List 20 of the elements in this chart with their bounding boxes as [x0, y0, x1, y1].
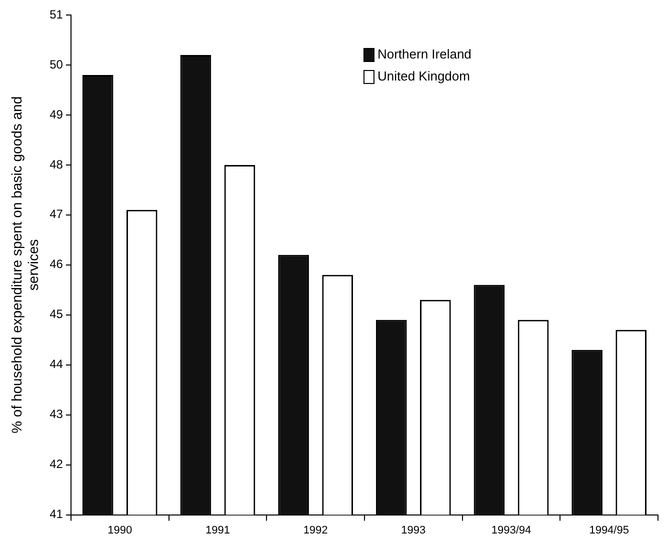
x-tick-label: 1992 — [303, 524, 328, 536]
y-tick-label: 51 — [50, 7, 64, 22]
legend-label: Northern Ireland — [377, 46, 472, 62]
y-tick-label: 41 — [50, 507, 64, 522]
y-tick-label: 42 — [50, 457, 64, 472]
x-tick-label: 1994/95 — [589, 524, 629, 536]
y-tick-label: 44 — [50, 357, 64, 372]
y-tick-label: 49 — [50, 107, 64, 122]
x-tick-label: 1993 — [401, 524, 426, 536]
x-tick-label: 1993/94 — [491, 524, 532, 536]
x-tick-label: 1990 — [108, 524, 132, 536]
x-tick-label: 1991 — [205, 524, 230, 536]
y-tick-label: 48 — [50, 157, 64, 172]
y-tick-label: 45 — [50, 307, 64, 322]
legend-label: United Kingdom — [377, 68, 470, 84]
y-axis-title: % of household expenditure spent on basic goods and services — [8, 96, 42, 434]
y-tick-label: 46 — [50, 257, 64, 272]
y-tick-label: 43 — [50, 407, 64, 422]
y-tick-label: 47 — [50, 207, 64, 222]
y-tick-label: 50 — [50, 57, 64, 72]
